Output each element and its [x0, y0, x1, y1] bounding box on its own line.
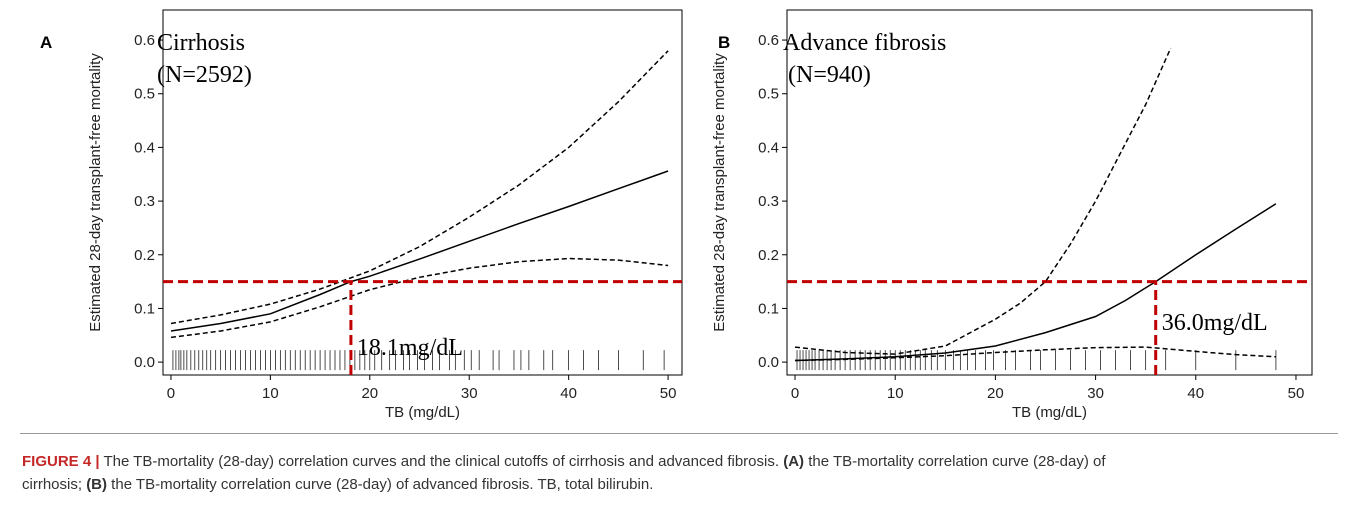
panel-title: Cirrhosis: [157, 30, 245, 56]
y-tick-label: 0.2: [134, 247, 155, 264]
caption-text: (A): [783, 453, 805, 470]
x-tick-label: 0: [791, 385, 799, 402]
y-tick-label: 0.6: [758, 32, 779, 49]
caption-text: (B): [86, 476, 108, 493]
y-axis-label: Estimated 28-day transplant-free mortali…: [87, 53, 104, 332]
x-tick-label: 20: [987, 385, 1004, 402]
cutoff-label: 18.1mg/dL: [357, 335, 463, 361]
curve: [170, 50, 669, 325]
caption-text: cirrhosis;: [22, 476, 87, 493]
y-tick-label: 0.5: [134, 86, 155, 103]
caption-text: the TB-mortality correlation curve (28-d…: [804, 453, 1106, 470]
panel-subtitle: (N=940): [788, 62, 871, 88]
plot-frame: [162, 9, 683, 376]
caption-text: The TB-mortality (28-day) correlation cu…: [99, 453, 784, 470]
x-tick-label: 30: [461, 385, 478, 402]
y-tick-label: 0.1: [758, 300, 779, 317]
curve: [170, 257, 669, 339]
plot-frame: [786, 9, 1313, 376]
y-tick-label: 0.1: [134, 300, 155, 317]
y-tick-label: 0.4: [758, 139, 779, 156]
caption: FIGURE 4 | The TB-mortality (28-day) cor…: [22, 450, 1342, 496]
x-axis-label: TB (mg/dL): [1012, 404, 1087, 421]
curve: [794, 346, 1276, 362]
caption-rule: [20, 433, 1338, 434]
x-tick-label: 10: [887, 385, 904, 402]
caption-line: cirrhosis; (B) the TB-mortality correlat…: [22, 473, 1342, 496]
y-tick-label: 0.3: [134, 193, 155, 210]
curve: [170, 170, 669, 332]
y-tick-label: 0.4: [134, 139, 155, 156]
caption-text: FIGURE 4 |: [22, 453, 100, 470]
cutoff-label: 36.0mg/dL: [1162, 310, 1268, 336]
x-axis-label: TB (mg/dL): [385, 404, 460, 421]
caption-line: FIGURE 4 | The TB-mortality (28-day) cor…: [22, 450, 1342, 473]
panel-letter: B: [718, 33, 730, 52]
y-axis-label: Estimated 28-day transplant-free mortali…: [711, 53, 728, 332]
panel-letter: A: [40, 33, 52, 52]
panel-title: Advance fibrosis: [783, 30, 946, 56]
x-tick-label: 30: [1087, 385, 1104, 402]
x-tick-label: 40: [1187, 385, 1204, 402]
y-tick-label: 0.0: [134, 354, 155, 371]
curve: [794, 203, 1277, 362]
panel-subtitle: (N=2592): [157, 62, 252, 88]
curve: [794, 47, 1172, 355]
x-tick-label: 50: [1288, 385, 1305, 402]
x-tick-label: 40: [560, 385, 577, 402]
x-tick-label: 20: [361, 385, 378, 402]
x-tick-label: 0: [167, 385, 175, 402]
y-tick-label: 0.6: [134, 32, 155, 49]
charts: A Cirrhosis (N=2592) 0.0 0.1 0.2 0.3 0.4 0.5 0.6 0…: [40, 9, 1313, 421]
y-tick-label: 0.2: [758, 247, 779, 264]
x-tick-label: 10: [262, 385, 279, 402]
y-tick-label: 0.5: [758, 86, 779, 103]
caption-text: the TB-mortality correlation curve (28-d…: [107, 476, 654, 493]
y-tick-label: 0.3: [758, 193, 779, 210]
y-tick-label: 0.0: [758, 354, 779, 371]
x-tick-label: 50: [660, 385, 677, 402]
